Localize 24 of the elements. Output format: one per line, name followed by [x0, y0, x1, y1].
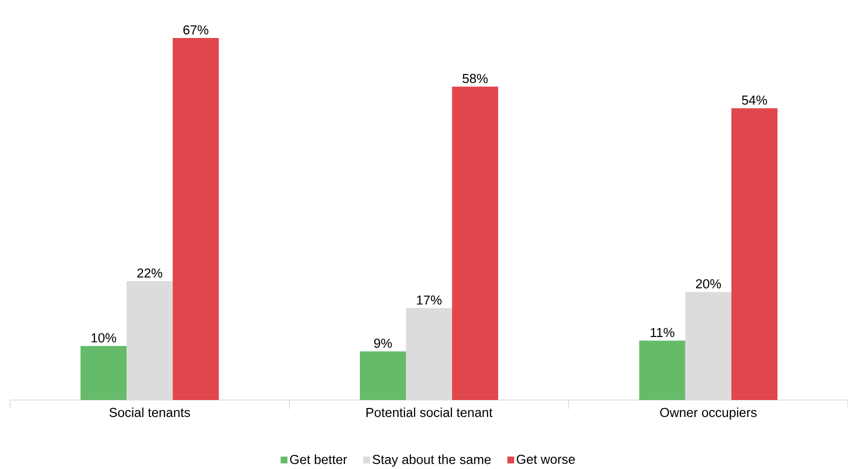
bar — [80, 346, 127, 400]
bar — [685, 292, 732, 400]
x-tick-label: Potential social tenant — [366, 408, 492, 418]
legend-label: Get worse — [516, 454, 575, 464]
x-tick-label: Owner occupiers — [660, 408, 757, 420]
legend-label: Stay about the same — [372, 454, 491, 467]
data-label: 10% — [92, 333, 116, 342]
bar — [452, 86, 498, 400]
bar — [360, 351, 406, 400]
legend-label: Get better — [290, 454, 348, 464]
data-label: 67% — [183, 25, 208, 34]
bar — [172, 38, 219, 400]
data-label: 54% — [742, 96, 767, 105]
data-label: 17% — [416, 296, 442, 305]
data-label: 22% — [137, 268, 162, 278]
bar — [406, 308, 452, 400]
x-tick-label: Social tenants — [109, 408, 190, 418]
bar — [731, 108, 778, 400]
data-label: 11% — [650, 328, 674, 338]
bar — [639, 340, 686, 400]
data-label: 20% — [696, 279, 721, 288]
bar — [126, 281, 173, 400]
data-label: 58% — [462, 74, 488, 84]
data-label: 9% — [374, 338, 392, 348]
